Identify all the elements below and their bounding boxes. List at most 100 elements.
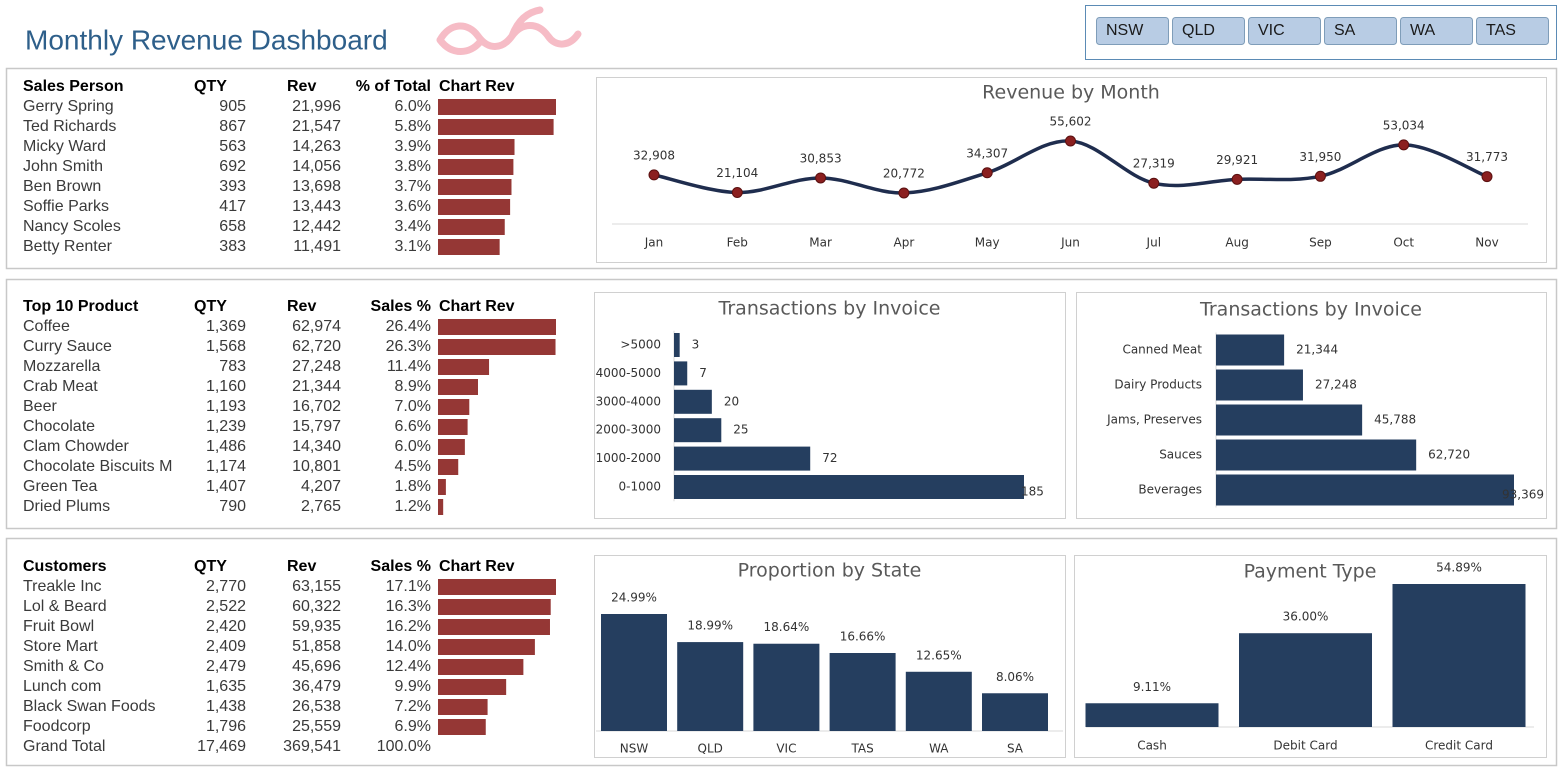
bar: [677, 642, 744, 731]
qty-cell: 692: [219, 158, 246, 175]
x-tick-label: Jul: [1146, 236, 1161, 250]
column-header: Sales Person: [23, 78, 124, 95]
bar: [674, 475, 1024, 499]
rev-cell: 59,935: [292, 618, 341, 635]
point-marker: [898, 187, 910, 199]
column-header: Chart Rev: [439, 558, 515, 575]
column-header: Chart Rev: [439, 298, 515, 315]
x-tick-label: Feb: [727, 236, 748, 250]
logo: [436, 6, 582, 55]
row-name: Soffie Parks: [23, 198, 109, 215]
button-face[interactable]: [1400, 17, 1473, 45]
row-name: Dried Plums: [23, 498, 110, 515]
data-label: 72: [822, 451, 837, 465]
rev-bar: [438, 659, 524, 675]
share-cell: 1.8%: [395, 478, 431, 495]
rev-bar: [438, 479, 446, 495]
y-tick-label: Beverages: [1138, 483, 1202, 497]
row-name: Lol & Beard: [23, 598, 107, 615]
button-label[interactable]: TAS: [1486, 22, 1516, 39]
point-marker: [648, 169, 660, 181]
qty-cell: 2,479: [206, 658, 246, 675]
rev-bar: [438, 499, 444, 515]
rev-bar: [438, 639, 535, 655]
y-tick-label: Jams, Preserves: [1106, 413, 1202, 427]
row-name: Ted Richards: [23, 118, 116, 135]
share-cell: 17.1%: [386, 578, 431, 595]
data-label: 7: [699, 366, 707, 380]
bar: [1216, 334, 1285, 366]
state-button[interactable]: SA: [1324, 17, 1397, 45]
button-face[interactable]: [1172, 17, 1245, 45]
data-label: 21,104: [716, 166, 758, 180]
button-label[interactable]: SA: [1334, 22, 1356, 39]
button-face[interactable]: [1248, 17, 1321, 45]
button-face[interactable]: [1476, 17, 1549, 45]
share-cell: 7.2%: [395, 698, 431, 715]
rev-bar: [438, 579, 556, 595]
y-tick-label: 4000-5000: [596, 366, 661, 380]
button-face[interactable]: [1096, 17, 1169, 45]
button-label[interactable]: NSW: [1106, 22, 1144, 39]
rev-bar: [438, 179, 512, 195]
row-name: Coffee: [23, 318, 70, 335]
row-name: Nancy Scoles: [23, 218, 121, 235]
row-name: Green Tea: [23, 478, 98, 495]
column-header: Sales %: [371, 558, 431, 575]
point-marker: [981, 167, 993, 179]
rev-bar: [438, 139, 515, 155]
share-cell: 26.3%: [386, 338, 431, 355]
bar: [601, 614, 667, 731]
rev-cell: 36,479: [292, 678, 341, 695]
rev-bar: [438, 679, 507, 695]
bar: [1085, 703, 1219, 727]
point-marker: [1148, 177, 1160, 189]
state-button[interactable]: WA: [1400, 17, 1473, 45]
rev-cell: 21,996: [292, 98, 341, 115]
column-header: QTY: [194, 78, 227, 95]
y-tick-label: Canned Meat: [1122, 343, 1202, 357]
rev-bar: [438, 599, 551, 615]
row-name: Crab Meat: [23, 378, 98, 395]
data-label: 21,344: [1296, 343, 1338, 357]
rev-cell: 4,207: [301, 478, 341, 495]
y-tick-label: >5000: [620, 338, 661, 352]
share-cell: 16.2%: [386, 618, 431, 635]
share-cell: 3.9%: [395, 138, 431, 155]
row-name: Curry Sauce: [23, 338, 112, 355]
rev-bar: [438, 119, 554, 135]
share-cell: 1.2%: [395, 498, 431, 515]
row-name: Treakle Inc: [23, 578, 102, 595]
qty-cell: 1,160: [206, 378, 246, 395]
rev-cell: 62,974: [292, 318, 341, 335]
data-label: 53,034: [1383, 118, 1425, 132]
rev-bar: [438, 319, 556, 335]
column-header: Customers: [23, 558, 107, 575]
share-cell: 3.7%: [395, 178, 431, 195]
data-label: 20: [724, 394, 739, 408]
column-header: % of Total: [356, 78, 431, 95]
point-marker: [731, 187, 743, 199]
share-cell: 9.9%: [395, 678, 431, 695]
share-cell: 4.5%: [395, 458, 431, 475]
total-name: Grand Total: [23, 738, 105, 755]
chart-title: Proportion by State: [738, 560, 922, 582]
data-label: 55,602: [1050, 115, 1092, 129]
data-label: 12.65%: [916, 648, 962, 662]
total-qty: 17,469: [197, 738, 246, 755]
button-label[interactable]: QLD: [1182, 22, 1215, 39]
button-label[interactable]: WA: [1410, 22, 1436, 39]
rev-cell: 63,155: [292, 578, 341, 595]
rev-cell: 13,443: [292, 198, 341, 215]
y-tick-label: Dairy Products: [1114, 378, 1202, 392]
state-button[interactable]: VIC: [1248, 17, 1321, 45]
state-button[interactable]: NSW: [1096, 17, 1169, 45]
qty-cell: 393: [219, 178, 246, 195]
qty-cell: 2,770: [206, 578, 246, 595]
button-label[interactable]: VIC: [1258, 22, 1285, 39]
state-button[interactable]: TAS: [1476, 17, 1549, 45]
state-button[interactable]: QLD: [1172, 17, 1245, 45]
button-face[interactable]: [1324, 17, 1397, 45]
y-tick-label: Sauces: [1159, 448, 1202, 462]
qty-cell: 905: [219, 98, 246, 115]
